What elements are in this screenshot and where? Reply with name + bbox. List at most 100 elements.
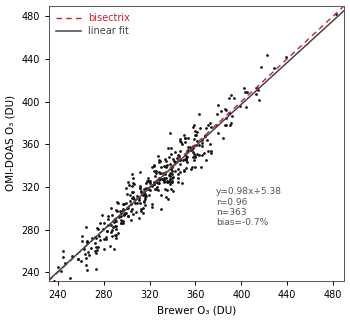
Point xyxy=(113,208,119,213)
Point xyxy=(168,176,173,181)
Point xyxy=(60,254,66,259)
Point xyxy=(138,209,144,214)
Point xyxy=(128,202,134,207)
Point xyxy=(142,193,147,198)
Point xyxy=(84,263,89,268)
Point xyxy=(129,206,135,212)
Point xyxy=(104,234,109,239)
Point xyxy=(170,174,176,179)
Point xyxy=(113,235,119,240)
Point xyxy=(85,239,90,245)
Point xyxy=(199,152,205,157)
Point xyxy=(152,187,158,192)
Point xyxy=(190,145,196,151)
Point xyxy=(166,173,172,178)
Point xyxy=(155,184,160,189)
Point xyxy=(164,164,169,169)
Point xyxy=(60,248,66,254)
Point xyxy=(152,163,157,169)
Point xyxy=(161,176,167,181)
Point xyxy=(222,122,228,127)
Point xyxy=(141,211,146,216)
Point xyxy=(169,178,175,184)
Point xyxy=(94,247,100,253)
Point xyxy=(94,235,99,240)
Point xyxy=(208,124,214,129)
Point xyxy=(151,169,156,174)
Point xyxy=(84,240,90,245)
Point xyxy=(170,188,175,194)
Point xyxy=(162,171,168,177)
Point xyxy=(145,186,150,191)
Point xyxy=(153,180,158,185)
Point xyxy=(93,251,99,256)
Point xyxy=(55,265,61,270)
Point xyxy=(95,244,100,249)
Point xyxy=(136,216,142,221)
Point xyxy=(147,180,153,186)
Point xyxy=(161,178,166,183)
Point xyxy=(176,154,182,159)
Point xyxy=(119,208,125,213)
Point xyxy=(124,201,129,206)
Point xyxy=(115,201,121,206)
Point xyxy=(190,143,196,148)
Point xyxy=(178,139,184,144)
Point xyxy=(105,222,111,228)
Point xyxy=(163,159,168,164)
Point xyxy=(199,137,204,143)
Point xyxy=(101,237,106,242)
Point xyxy=(147,178,153,183)
Point xyxy=(176,152,181,157)
Point xyxy=(130,184,135,189)
Point xyxy=(126,213,131,218)
Point xyxy=(122,211,128,216)
Point xyxy=(130,211,135,216)
Point xyxy=(127,199,133,204)
Point xyxy=(229,120,234,125)
Point xyxy=(138,206,144,211)
Point xyxy=(152,182,157,187)
Point xyxy=(134,210,139,215)
Point xyxy=(167,131,173,136)
Point xyxy=(112,216,118,221)
Point xyxy=(238,103,243,108)
Point xyxy=(89,246,94,251)
Point xyxy=(188,147,194,152)
Point xyxy=(189,164,195,169)
Point xyxy=(129,172,134,177)
Point xyxy=(169,175,175,180)
Point xyxy=(177,149,183,154)
Point xyxy=(113,224,119,229)
Point xyxy=(184,154,190,159)
Point xyxy=(138,169,143,175)
Point xyxy=(94,225,100,230)
Point xyxy=(130,195,136,200)
Point xyxy=(185,135,191,141)
Point xyxy=(162,187,168,192)
Point xyxy=(170,156,175,161)
Point xyxy=(124,205,130,211)
Point xyxy=(177,138,183,143)
Point xyxy=(107,243,113,248)
Point xyxy=(101,221,107,226)
Point xyxy=(82,251,88,256)
Point xyxy=(224,108,229,113)
Point xyxy=(190,124,195,129)
Point xyxy=(109,229,114,234)
Point xyxy=(145,176,151,181)
Point xyxy=(253,91,259,96)
Point xyxy=(97,220,103,225)
Point xyxy=(197,111,202,117)
Point xyxy=(196,143,201,148)
Point xyxy=(184,149,189,154)
Point xyxy=(214,122,219,127)
Point xyxy=(214,111,219,117)
Point xyxy=(136,198,141,203)
Point xyxy=(271,65,277,70)
Point xyxy=(86,253,92,258)
Point xyxy=(131,182,137,187)
Point xyxy=(220,135,226,141)
Point xyxy=(126,182,132,187)
Point xyxy=(141,187,147,192)
